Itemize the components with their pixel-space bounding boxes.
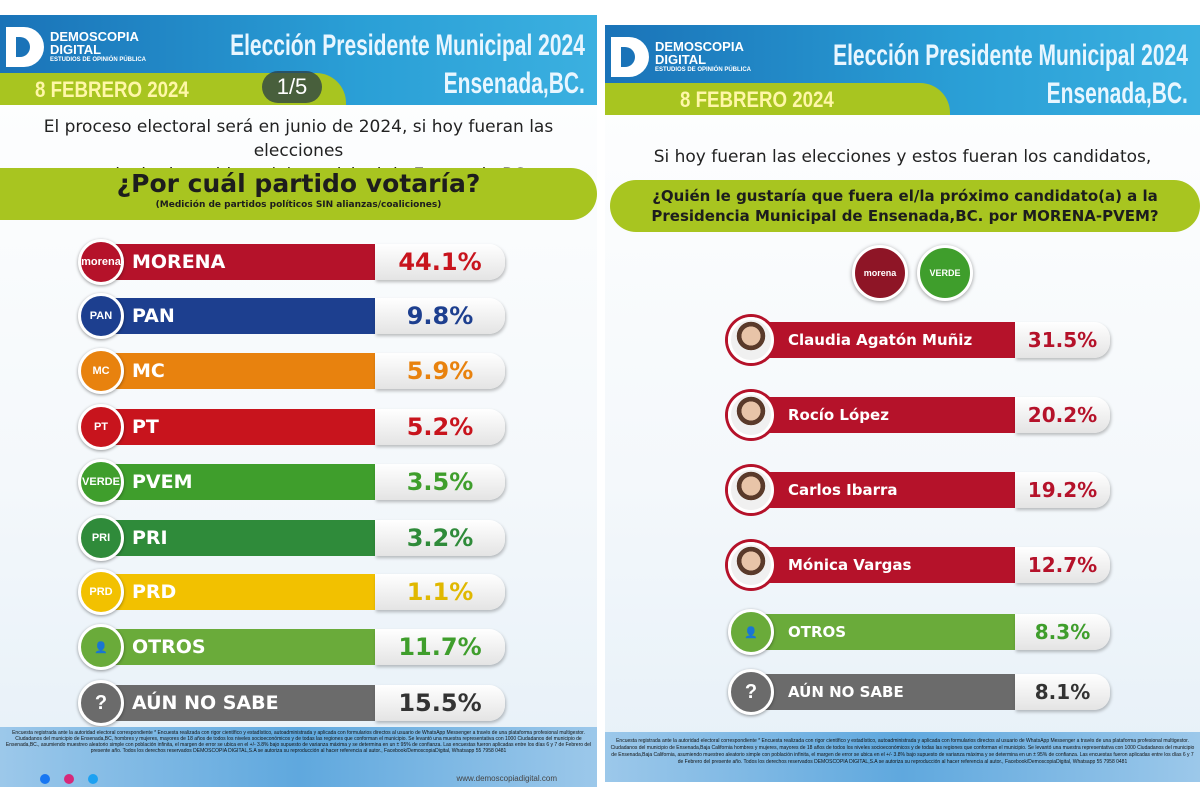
bar-label: Rocío López	[730, 397, 1015, 433]
bar-value: 1.1%	[375, 574, 505, 610]
bar-value: 15.5%	[375, 685, 505, 721]
candidate-photo	[728, 317, 774, 363]
bar-label: PT	[80, 409, 375, 445]
page-title: Elección Presidente Municipal 2024 Ensena…	[833, 39, 1188, 110]
party-logo-pt: PT	[78, 404, 124, 450]
header: DEMOSCOPIA DIGITAL ESTUDIOS DE OPINIÓN PÚB…	[0, 15, 597, 105]
bar-label: AÚN NO SABE	[730, 674, 1015, 710]
party-logo-verde: VERDE	[78, 459, 124, 505]
brand-logo: DEMOSCOPIA DIGITAL ESTUDIOS DE OPINIÓN PÚB…	[6, 27, 146, 67]
candidate-photo	[728, 392, 774, 438]
survey-date: 8 FEBRERO 2024	[680, 87, 834, 112]
bar-row: PRD 1.1% PRD	[78, 569, 505, 615]
bar-row: Carlos Ibarra 19.2%	[728, 467, 1110, 513]
morena-logo: morena	[852, 245, 908, 301]
bar-row: Claudia Agatón Muñiz 31.5%	[728, 317, 1110, 363]
bar-label: PRD	[80, 574, 375, 610]
pvem-logo: VERDE	[917, 245, 973, 301]
bar-label: AÚN NO SABE	[80, 685, 375, 721]
instagram-icon[interactable]	[64, 773, 74, 784]
user-icon: 👤	[78, 624, 124, 670]
bar-value: 3.5%	[375, 464, 505, 500]
bar-label: Mónica Vargas	[730, 547, 1015, 583]
bar-value: 44.1%	[375, 244, 505, 280]
survey-date: 8 FEBRERO 2024	[35, 77, 189, 102]
bar-label: Claudia Agatón Muñiz	[730, 322, 1015, 358]
bar-value: 5.9%	[375, 353, 505, 389]
bar-row: MC 5.9% MC	[78, 348, 505, 394]
date-band	[605, 83, 951, 115]
bar-row: Mónica Vargas 12.7%	[728, 542, 1110, 588]
party-poll-panel: DEMOSCOPIA DIGITAL ESTUDIOS DE OPINIÓN PÚB…	[0, 15, 597, 787]
bar-value: 5.2%	[375, 409, 505, 445]
bar-value: 20.2%	[1015, 397, 1110, 433]
footer-text: Encuesta registrada ante la autoridad el…	[5, 730, 592, 754]
bar-row: Rocío López 20.2%	[728, 392, 1110, 438]
bar-label: MC	[80, 353, 375, 389]
candidate-photo	[728, 542, 774, 588]
bar-value: 8.3%	[1015, 614, 1110, 650]
intro-text: Si hoy fueran las elecciones y estos fue…	[653, 147, 1152, 167]
party-logo-pri: PRI	[78, 515, 124, 561]
party-logo-morena: morena	[78, 239, 124, 285]
party-logo-prd: PRD	[78, 569, 124, 615]
bar-row: OTROS 8.3% 👤	[728, 609, 1110, 655]
party-logo-mc: MC	[78, 348, 124, 394]
methodology-footer: Encuesta registrada ante la autoridad el…	[0, 727, 597, 787]
bar-label: Carlos Ibarra	[730, 472, 1015, 508]
bar-row: AÚN NO SABE 15.5%?	[78, 680, 505, 726]
question-banner: ¿Por cuál partido votaría? (Medición de …	[0, 168, 597, 220]
candidate-poll-panel: DEMOSCOPIA DIGITAL ESTUDIOS DE OPINIÓN PÚB…	[605, 25, 1200, 782]
methodology-footer: Encuesta registrada ante la autoridad el…	[605, 732, 1200, 782]
facebook-icon[interactable]	[40, 773, 50, 784]
twitter-icon[interactable]	[88, 773, 98, 784]
footer-links: www.demoscopiadigital.com	[4, 773, 593, 784]
brand-logo: DEMOSCOPIA DIGITAL ESTUDIOS DE OPINIÓN PÚB…	[611, 37, 751, 77]
question-icon: ?	[78, 680, 124, 726]
bar-value: 12.7%	[1015, 547, 1110, 583]
question-banner: ¿Quién le gustaría que fuera el/la próxi…	[610, 180, 1200, 232]
bar-row: OTROS 11.7% 👤	[78, 624, 505, 670]
bar-label: OTROS	[80, 629, 375, 665]
bar-value: 19.2%	[1015, 472, 1110, 508]
bar-row: MORENA 44.1% morena	[78, 239, 505, 285]
bar-row: PAN 9.8% PAN	[78, 293, 505, 339]
party-logo-pan: PAN	[78, 293, 124, 339]
bar-row: PRI 3.2% PRI	[78, 515, 505, 561]
candidate-photo	[728, 467, 774, 513]
bar-label: OTROS	[730, 614, 1015, 650]
bar-value: 31.5%	[1015, 322, 1110, 358]
bar-value: 9.8%	[375, 298, 505, 334]
bar-row: PVEM 3.5% VERDE	[78, 459, 505, 505]
page-title: Elección Presidente Municipal 2024 Ensena…	[230, 29, 585, 100]
bar-label: PAN	[80, 298, 375, 334]
bar-value: 3.2%	[375, 520, 505, 556]
user-icon: 👤	[728, 609, 774, 655]
website-link[interactable]: www.demoscopiadigital.com	[456, 774, 558, 783]
bar-row: AÚN NO SABE 8.1%?	[728, 669, 1110, 715]
bar-label: MORENA	[80, 244, 375, 280]
bar-row: PT 5.2% PT	[78, 404, 505, 450]
question-icon: ?	[728, 669, 774, 715]
bar-label: PVEM	[80, 464, 375, 500]
page-indicator: 1/5	[262, 71, 322, 103]
bar-value: 8.1%	[1015, 674, 1110, 710]
bar-label: PRI	[80, 520, 375, 556]
bar-value: 11.7%	[375, 629, 505, 665]
header: DEMOSCOPIA DIGITAL ESTUDIOS DE OPINIÓN PÚB…	[605, 25, 1200, 115]
